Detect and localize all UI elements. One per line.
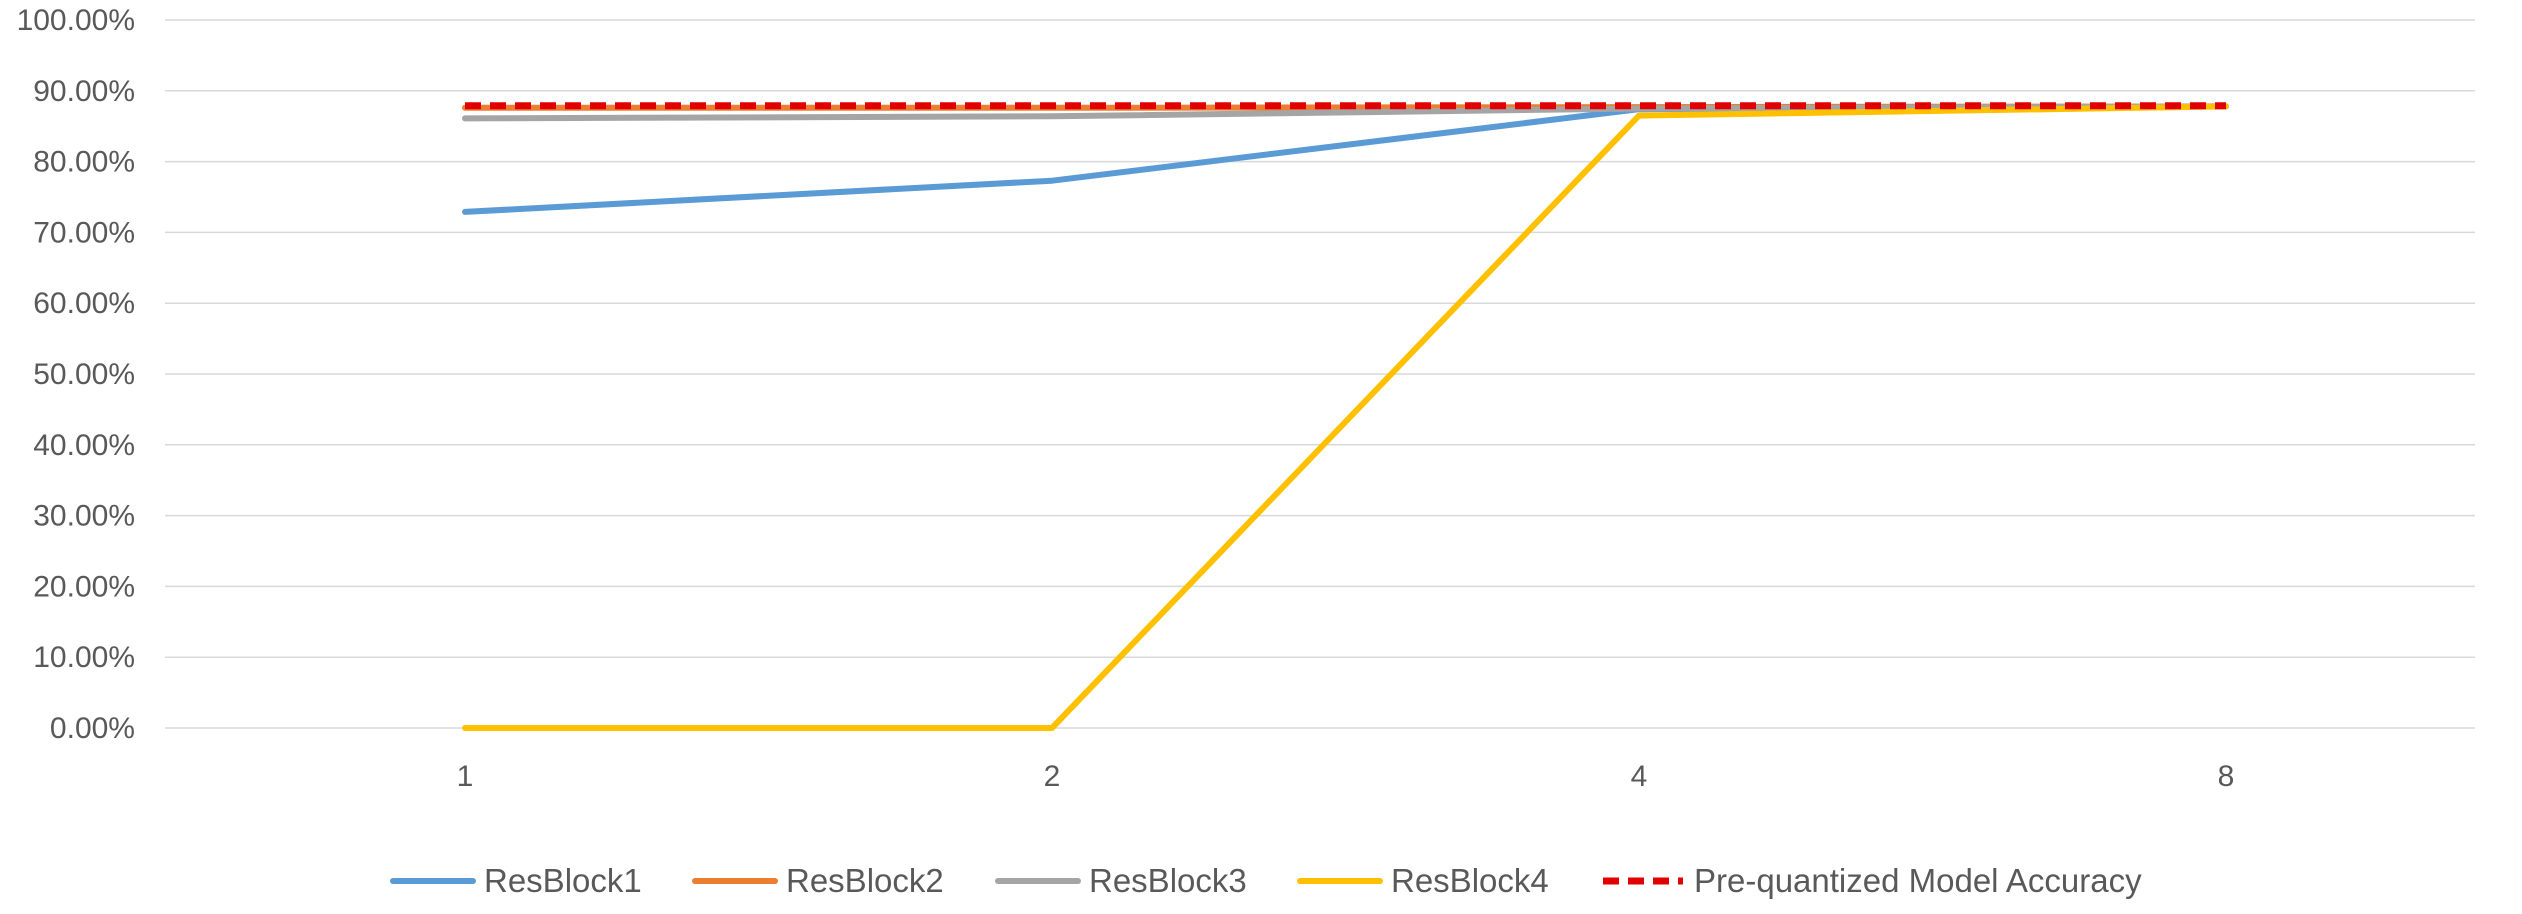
x-axis-tick-labels: 1 2 4 8	[457, 760, 2235, 793]
y-tick-label: 50.00%	[33, 358, 135, 391]
legend-label: ResBlock1	[484, 862, 642, 899]
y-tick-label: 10.00%	[33, 641, 135, 674]
series-line-resblock1	[462, 103, 2229, 215]
y-tick-label: 30.00%	[33, 500, 135, 533]
y-tick-label: 80.00%	[33, 146, 135, 179]
gridlines	[165, 19, 2475, 729]
y-axis-tick-labels: 0.00% 10.00% 20.00% 30.00% 40.00% 50.00% 60.00…	[17, 4, 135, 745]
y-tick-label: 0.00%	[50, 712, 135, 745]
legend-label: ResBlock4	[1391, 862, 1549, 899]
series-line-resblock3	[462, 103, 2229, 122]
legend-label: Pre-quantized Model Accuracy	[1694, 862, 2142, 899]
x-tick-label: 8	[2218, 760, 2235, 793]
x-tick-label: 1	[457, 760, 474, 793]
x-tick-label: 2	[1044, 760, 1061, 793]
y-tick-label: 90.00%	[33, 75, 135, 108]
legend-label: ResBlock2	[786, 862, 944, 899]
y-tick-label: 60.00%	[33, 287, 135, 320]
legend-label: ResBlock3	[1089, 862, 1247, 899]
series-lines	[462, 102, 2229, 731]
legend: ResBlock1 ResBlock2 ResBlock3 ResBlock4 Pre-…	[390, 862, 2142, 899]
x-tick-label: 4	[1631, 760, 1648, 793]
y-tick-label: 20.00%	[33, 570, 135, 603]
y-tick-label: 40.00%	[33, 429, 135, 462]
y-tick-label: 70.00%	[33, 216, 135, 249]
y-tick-label: 100.00%	[17, 4, 135, 37]
series-line-resblock4	[462, 103, 2229, 731]
